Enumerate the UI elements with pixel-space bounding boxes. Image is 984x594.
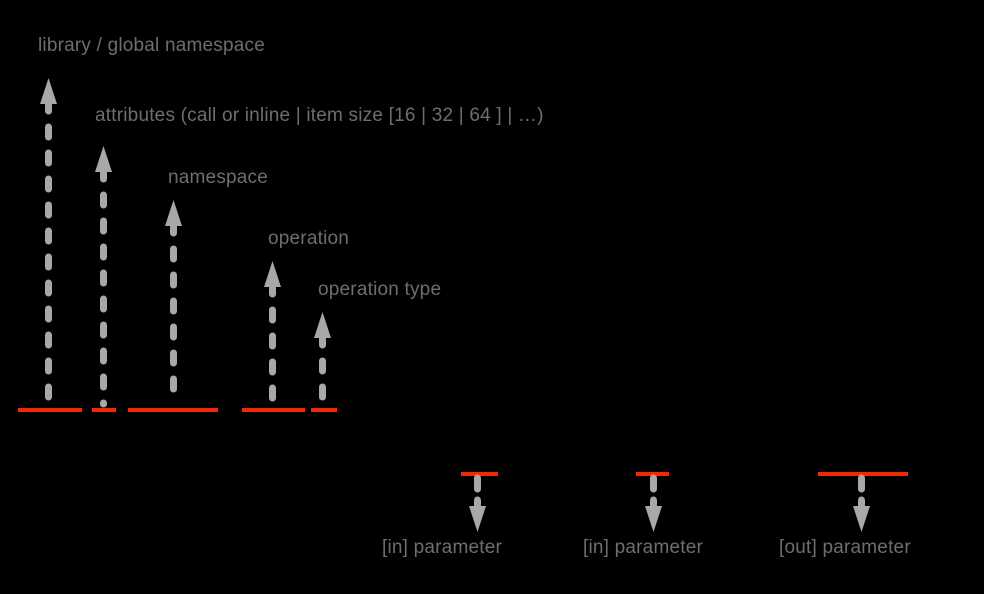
arrow-operation-type — [313, 312, 331, 408]
arrow-in-parameter-1 — [468, 474, 486, 532]
arrow-out-parameter — [852, 474, 870, 532]
label-namespace: namespace — [168, 167, 269, 188]
segment-in-parameter-1 — [461, 472, 498, 476]
segment-namespace — [128, 408, 218, 412]
segment-attributes — [92, 408, 116, 412]
label-out-parameter: [out] parameter — [779, 537, 911, 558]
label-attributes: attributes (call or inline | item size [… — [95, 105, 544, 126]
label-in-parameter-1: [in] parameter — [382, 537, 503, 558]
label-library-global-namespace: library / global namespace — [38, 35, 265, 56]
label-operation: operation — [268, 228, 350, 249]
segment-out-parameter — [818, 472, 908, 476]
segment-library — [18, 408, 82, 412]
arrow-library-global-namespace — [39, 78, 57, 408]
arrow-attributes — [94, 146, 112, 408]
label-operation-type: operation type — [318, 279, 442, 300]
segment-operation-type — [311, 408, 337, 412]
label-in-parameter-2: [in] parameter — [583, 537, 704, 558]
arrow-operation — [263, 261, 281, 408]
arrow-namespace — [164, 200, 182, 408]
arrow-in-parameter-2 — [644, 474, 662, 532]
segment-operation — [242, 408, 305, 412]
segment-in-parameter-2 — [636, 472, 669, 476]
